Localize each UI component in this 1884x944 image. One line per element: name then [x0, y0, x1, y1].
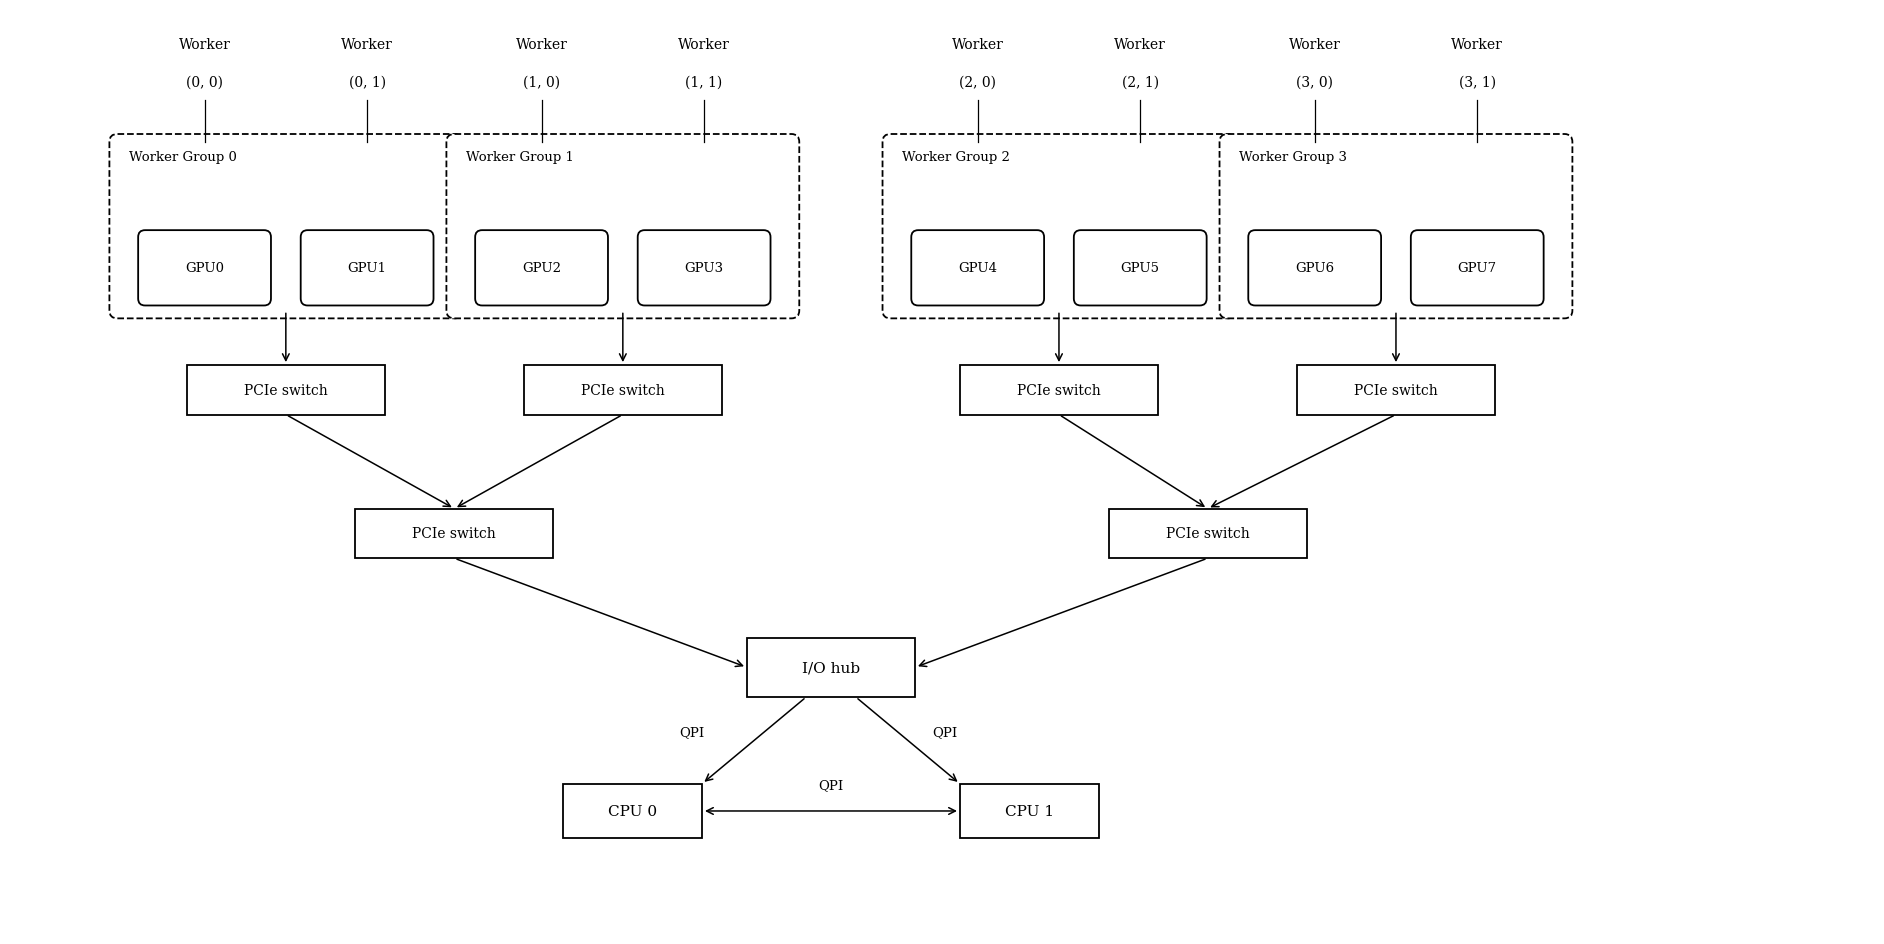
Bar — [1108, 509, 1307, 559]
Text: PCIe switch: PCIe switch — [243, 383, 328, 397]
FancyBboxPatch shape — [301, 231, 433, 306]
Text: Worker: Worker — [951, 38, 1004, 52]
Text: GPU7: GPU7 — [1458, 262, 1496, 275]
Text: (3, 1): (3, 1) — [1458, 76, 1496, 90]
FancyBboxPatch shape — [109, 135, 462, 319]
Text: (1, 0): (1, 0) — [524, 76, 560, 90]
Bar — [356, 509, 554, 559]
Text: GPU4: GPU4 — [959, 262, 997, 275]
FancyBboxPatch shape — [138, 231, 271, 306]
FancyBboxPatch shape — [1411, 231, 1543, 306]
Bar — [746, 638, 916, 698]
Text: QPI: QPI — [818, 779, 844, 791]
Text: Worker Group 3: Worker Group 3 — [1240, 151, 1347, 163]
Text: (0, 0): (0, 0) — [187, 76, 222, 90]
Text: CPU 0: CPU 0 — [609, 804, 658, 818]
Text: GPU6: GPU6 — [1294, 262, 1334, 275]
Text: (3, 0): (3, 0) — [1296, 76, 1334, 90]
FancyBboxPatch shape — [1249, 231, 1381, 306]
Bar — [563, 784, 703, 838]
Text: Worker: Worker — [516, 38, 567, 52]
Text: Worker: Worker — [1451, 38, 1503, 52]
FancyBboxPatch shape — [1219, 135, 1573, 319]
Text: PCIe switch: PCIe switch — [1166, 527, 1249, 541]
Text: (0, 1): (0, 1) — [349, 76, 386, 90]
Text: Worker: Worker — [341, 38, 394, 52]
FancyBboxPatch shape — [1074, 231, 1206, 306]
Text: GPU3: GPU3 — [684, 262, 723, 275]
FancyBboxPatch shape — [637, 231, 771, 306]
Text: GPU5: GPU5 — [1121, 262, 1161, 275]
FancyBboxPatch shape — [882, 135, 1236, 319]
Text: Worker Group 1: Worker Group 1 — [465, 151, 575, 163]
Bar — [959, 784, 1098, 838]
Text: (1, 1): (1, 1) — [686, 76, 723, 90]
Text: Worker: Worker — [678, 38, 731, 52]
Text: PCIe switch: PCIe switch — [1017, 383, 1100, 397]
Text: PCIe switch: PCIe switch — [580, 383, 665, 397]
Text: PCIe switch: PCIe switch — [413, 527, 495, 541]
Text: Worker: Worker — [1113, 38, 1166, 52]
Text: (2, 1): (2, 1) — [1121, 76, 1159, 90]
Text: Worker Group 2: Worker Group 2 — [902, 151, 1010, 163]
Text: GPU1: GPU1 — [349, 262, 386, 275]
Text: QPI: QPI — [680, 725, 705, 738]
Bar — [1296, 365, 1496, 415]
Text: I/O hub: I/O hub — [803, 661, 861, 675]
Text: QPI: QPI — [933, 725, 957, 738]
Text: CPU 1: CPU 1 — [1004, 804, 1053, 818]
Text: Worker Group 0: Worker Group 0 — [130, 151, 237, 163]
Text: (2, 0): (2, 0) — [959, 76, 997, 90]
Bar — [959, 365, 1159, 415]
FancyBboxPatch shape — [475, 231, 609, 306]
Text: PCIe switch: PCIe switch — [1355, 383, 1437, 397]
Text: GPU0: GPU0 — [185, 262, 224, 275]
Text: Worker: Worker — [1289, 38, 1341, 52]
Bar — [187, 365, 384, 415]
Text: GPU2: GPU2 — [522, 262, 561, 275]
FancyBboxPatch shape — [447, 135, 799, 319]
FancyBboxPatch shape — [912, 231, 1044, 306]
Bar — [524, 365, 722, 415]
Text: Worker: Worker — [179, 38, 230, 52]
